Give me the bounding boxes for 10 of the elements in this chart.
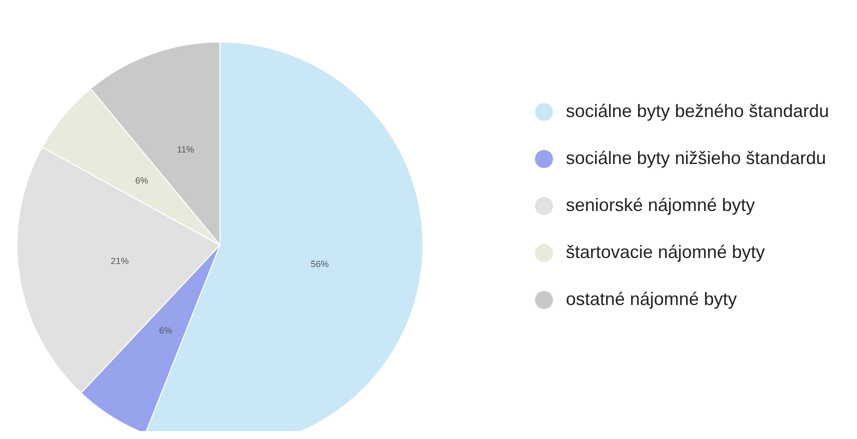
data-label: 56%	[310, 259, 329, 270]
legend-label: ostatné nájomné byty	[566, 289, 737, 310]
legend-label: sociálne byty nižšieho štandardu	[566, 148, 826, 169]
legend-label: seniorské nájomné byty	[566, 195, 755, 216]
data-label: 11%	[176, 144, 194, 154]
data-label: 6%	[159, 326, 172, 336]
legend-label: sociálne byty bežného štandardu	[566, 101, 829, 122]
data-label: 6%	[135, 175, 148, 186]
legend-label: štartovacie nájomné byty	[566, 242, 765, 263]
data-label: 21%	[110, 256, 129, 266]
